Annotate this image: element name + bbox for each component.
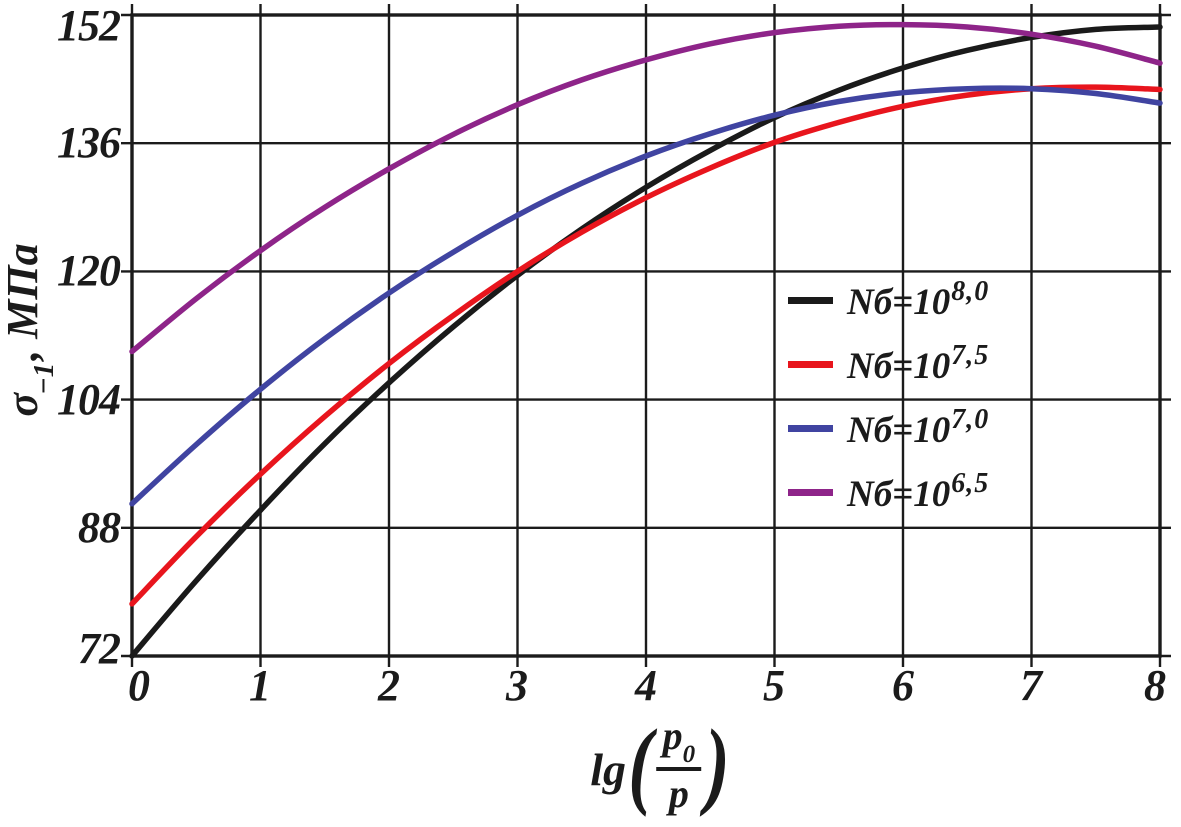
x-tick-label: 1 xyxy=(249,661,271,710)
x-tick-label: 8 xyxy=(1144,661,1166,710)
x-tick-label: 0 xyxy=(128,661,150,710)
legend-line-sample xyxy=(788,424,833,432)
close-paren: ) xyxy=(705,710,730,819)
legend-label-base: Nб=10 xyxy=(847,474,951,515)
x-tick-label: 7 xyxy=(1020,661,1042,710)
legend-label: Nб=107,5 xyxy=(847,340,989,388)
legend-label-exponent: 7,5 xyxy=(951,340,990,371)
series-curve xyxy=(129,21,1163,355)
fraction-denominator: p xyxy=(668,771,689,816)
legend-label: Nб=107,0 xyxy=(847,404,989,452)
legend-line-sample xyxy=(788,296,833,304)
x-tick-label: 4 xyxy=(635,661,657,710)
log-prefix: lg xyxy=(590,744,626,795)
y-axis-title: σ−1, МПа xyxy=(0,243,60,417)
y-tick-label: 104 xyxy=(57,375,121,424)
legend-label-exponent: 6,5 xyxy=(951,468,990,499)
y-axis-unit: , МПа xyxy=(0,243,48,361)
legend-item: Nб=106,5 xyxy=(788,468,989,516)
y-tick-label: 88 xyxy=(78,503,121,552)
legend-line-sample xyxy=(788,360,833,368)
pressure-fraction: p0 p xyxy=(656,713,702,816)
sigma-subscript: −1 xyxy=(27,362,60,395)
sigma-symbol: σ xyxy=(0,392,48,417)
series-curve xyxy=(129,84,1163,607)
legend-item: Nб=107,0 xyxy=(788,404,989,452)
legend-label-base: Nб=10 xyxy=(847,346,951,387)
fraction-numerator: p0 xyxy=(656,713,702,771)
open-paren: ( xyxy=(628,710,653,819)
legend-label-base: Nб=10 xyxy=(847,282,951,323)
x-tick-label: 2 xyxy=(378,661,400,710)
x-tick-label: 3 xyxy=(506,661,528,710)
legend: Nб=108,0 Nб=107,5 Nб=107,0 Nб=106,5 xyxy=(788,276,989,534)
legend-label-exponent: 8,0 xyxy=(951,276,990,307)
x-axis-title: lg ( p0 p ) xyxy=(590,710,730,819)
legend-label-base: Nб=10 xyxy=(847,410,951,451)
x-tick-label: 5 xyxy=(763,661,785,710)
series-curve xyxy=(129,85,1163,507)
x-tick-label: 6 xyxy=(892,661,914,710)
legend-label-exponent: 7,0 xyxy=(951,404,990,435)
legend-item: Nб=108,0 xyxy=(788,276,989,324)
numerator-subscript: 0 xyxy=(682,741,696,768)
legend-label: Nб=106,5 xyxy=(847,468,989,516)
series-curve xyxy=(129,24,1163,659)
y-tick-label: 72 xyxy=(78,624,121,673)
legend-line-sample xyxy=(788,488,833,496)
numerator-symbol: p xyxy=(662,713,683,758)
y-tick-label: 136 xyxy=(57,118,121,167)
legend-item: Nб=107,5 xyxy=(788,340,989,388)
y-tick-label: 152 xyxy=(57,1,121,50)
legend-label: Nб=108,0 xyxy=(847,276,989,324)
y-tick-label: 120 xyxy=(57,246,121,295)
